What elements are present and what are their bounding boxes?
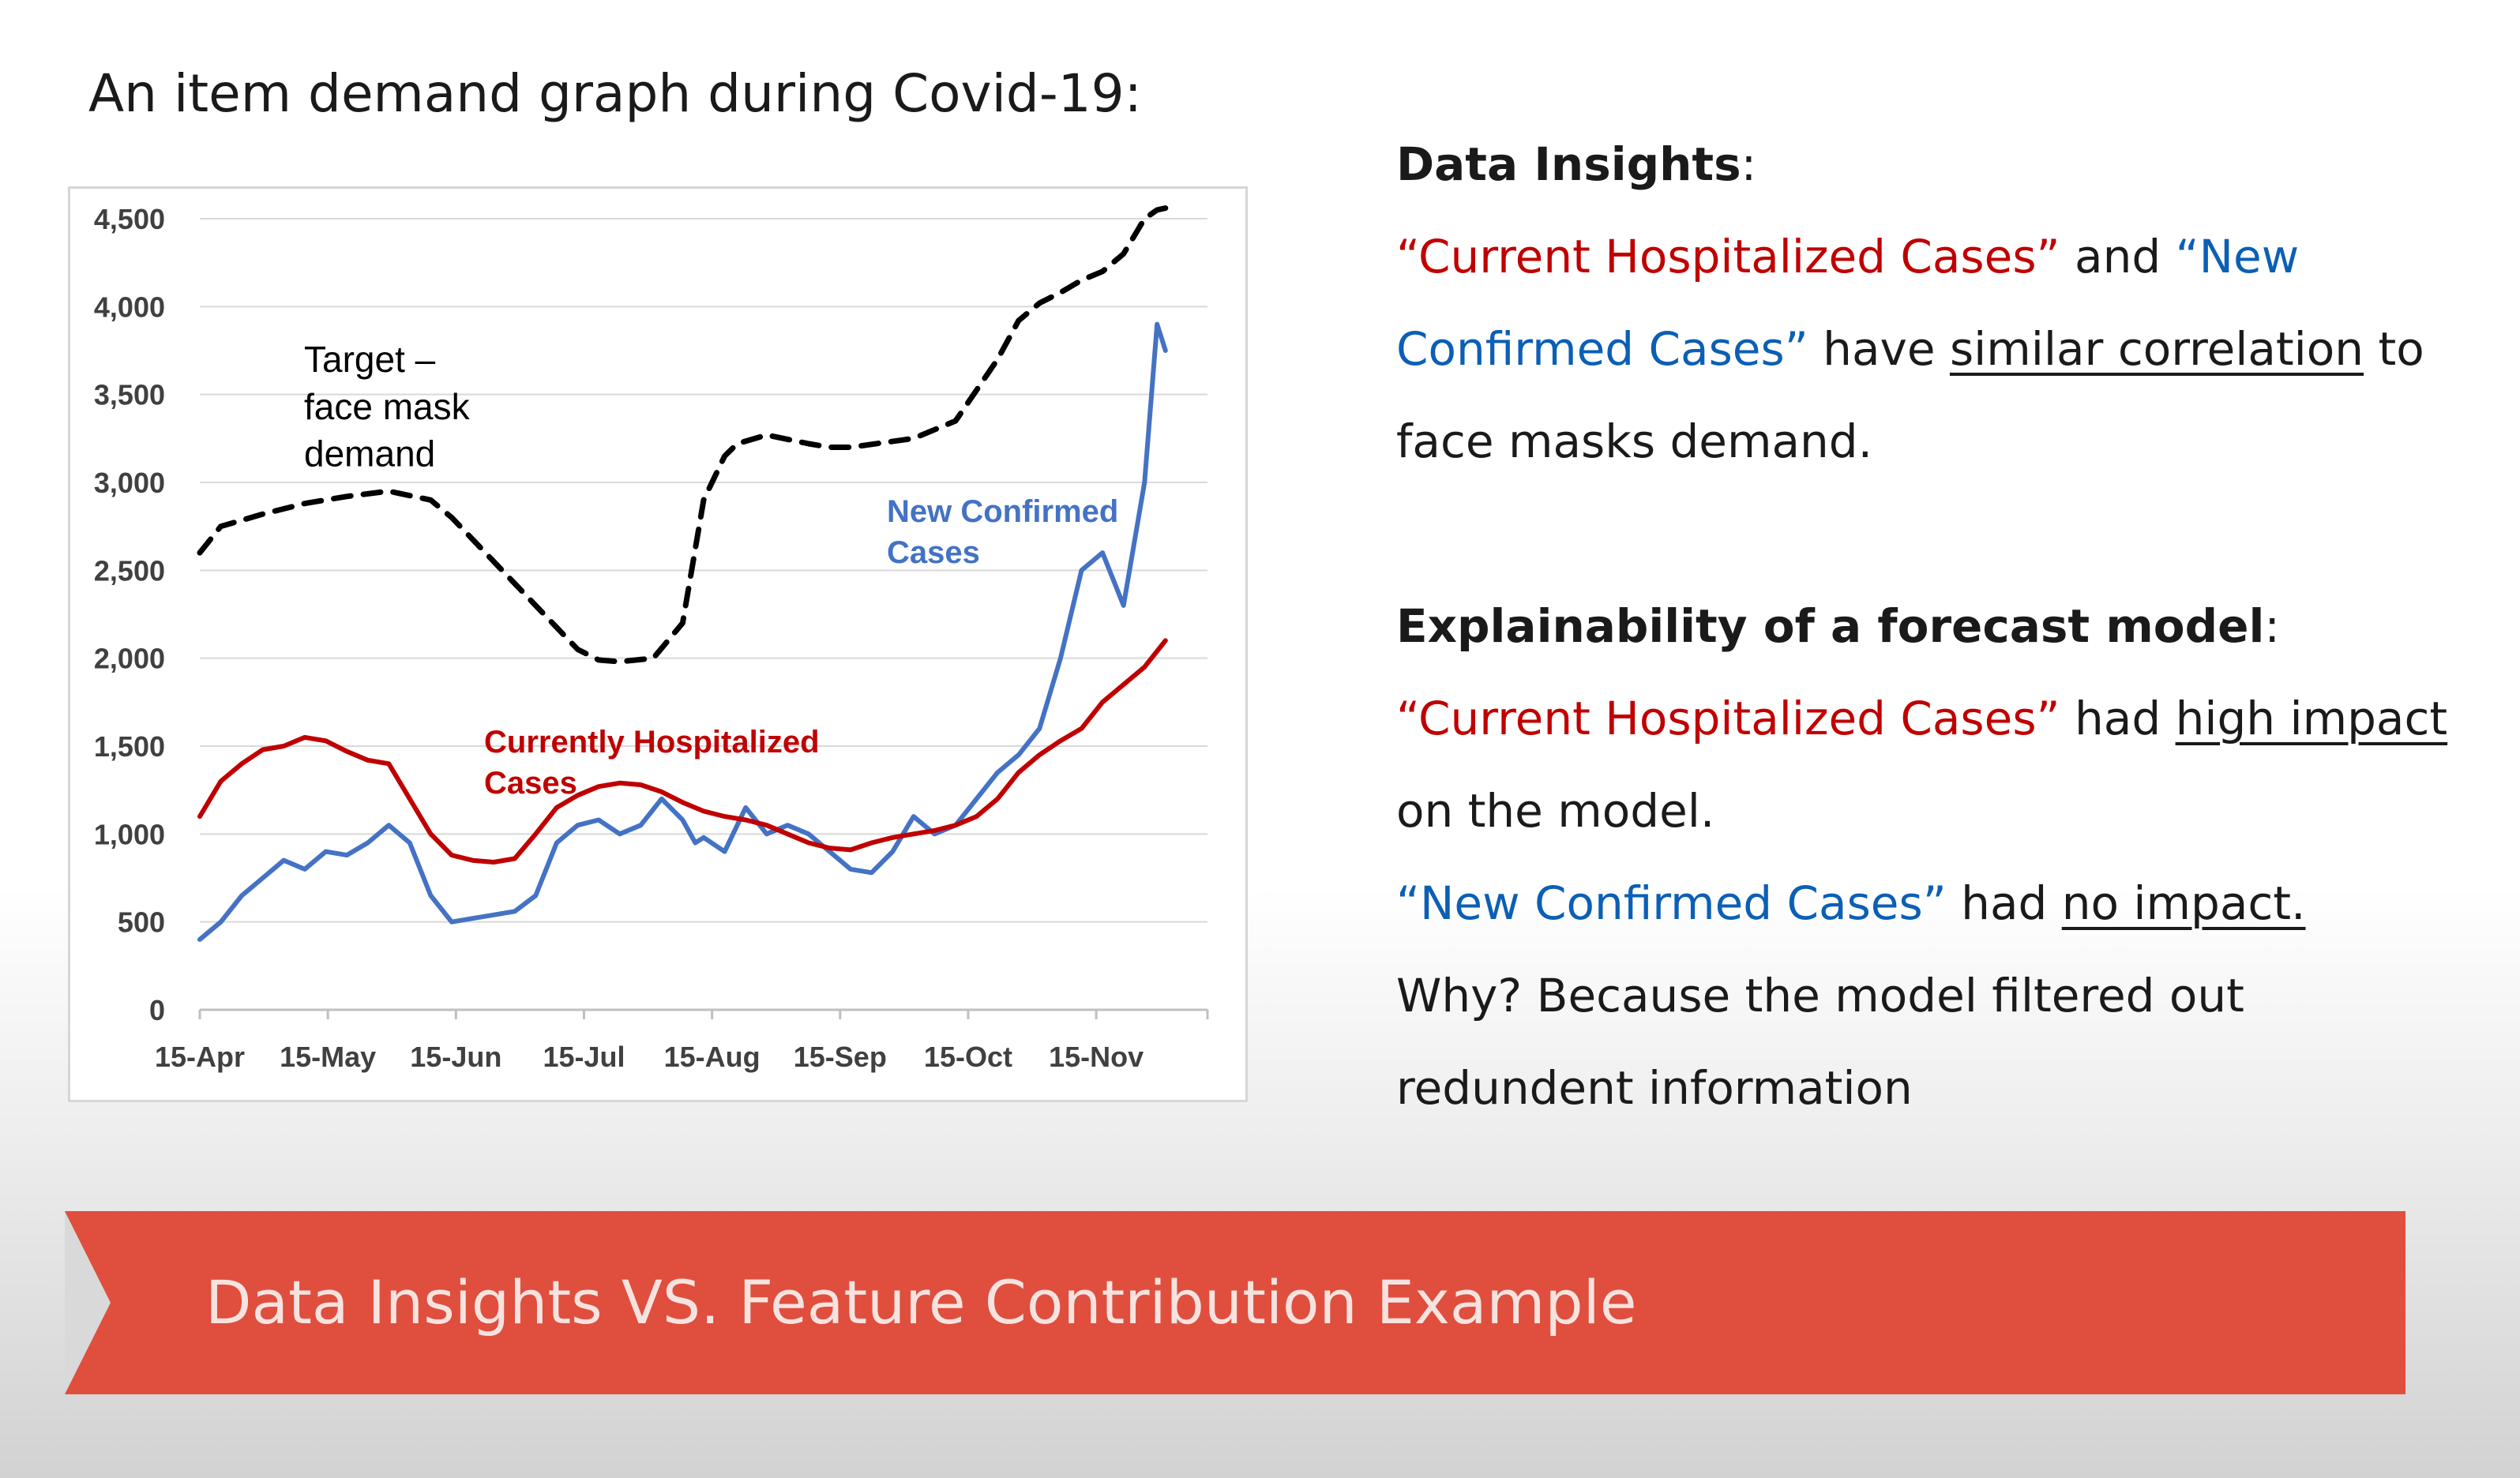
annotation-text: Cases: [484, 766, 577, 801]
annotation-hospitalized: Currently Hospitalized Cases: [484, 725, 820, 801]
insights-line-3: face masks demand.: [1396, 415, 1873, 468]
y-axis-ticks: 0 500 1,000 1,500 2,000 2,500 3,000 3,500 4,000 4…: [94, 203, 165, 1026]
hospitalized-label: “Current Hospitalized Cases”: [1396, 230, 2060, 283]
chart-svg: 0 500 1,000 1,500 2,000 2,500 3,000 3,500 4,000 4…: [94, 203, 1209, 1073]
y-tick-label: 2,500: [94, 554, 165, 587]
x-tick-label: 15-May: [280, 1041, 376, 1073]
explain-line-3: “New Confirmed Cases” had no impact.: [1396, 857, 2486, 950]
explain-line-1: “Current Hospitalized Cases” had high im…: [1396, 673, 2486, 765]
insights-line-2: Confirmed Cases” have similar correlatio…: [1396, 303, 2486, 396]
hospitalized-line: [197, 638, 1168, 865]
had-text-1: had: [2060, 692, 2176, 745]
explain-heading-line: Explainability of a forecast model:: [1396, 580, 2486, 673]
y-tick-label: 3,000: [94, 467, 165, 499]
new-confirmed-label-2: “New Confirmed Cases”: [1396, 876, 1947, 930]
y-tick-label: 0: [149, 994, 165, 1026]
insights-panel: Data Insights: “Current Hospitalized Cas…: [1396, 118, 2486, 1135]
annotation-text: demand: [304, 433, 435, 475]
insights-heading: Data Insights: [1396, 137, 1741, 191]
x-tick-label: 15-Jul: [543, 1041, 625, 1073]
banner-notch-shape: [65, 1211, 111, 1394]
annotation-text: face mask: [304, 386, 471, 427]
explain-line-2: on the model.: [1396, 784, 1715, 838]
annotation-text: Cases: [887, 535, 980, 570]
banner-title: Data Insights VS. Feature Contribution E…: [205, 1267, 1637, 1337]
insights-line-1: “Current Hospitalized Cases” and “New: [1396, 211, 2486, 303]
explain-heading: Explainability of a forecast model: [1396, 599, 2265, 653]
x-tick-label: 15-Apr: [155, 1041, 245, 1073]
y-tick-label: 4,500: [94, 203, 165, 235]
explain-line-4: Why? Because the model filtered out: [1396, 969, 2244, 1022]
x-tick-label: 15-Jun: [410, 1041, 501, 1073]
annotation-target-demand: Target – face mask demand: [304, 339, 471, 475]
and-text: and: [2060, 230, 2176, 283]
new-confirmed-label-a: “New: [2175, 230, 2300, 283]
target-demand-line: [197, 205, 1169, 665]
have-text: have: [1808, 322, 1950, 376]
annotation-text: Target –: [304, 339, 436, 380]
x-axis: 15-Apr 15-May 15-Jun 15-Jul 15-Aug 15-Sep 15-O…: [155, 1008, 1209, 1073]
chart-gridlines: [200, 218, 1207, 923]
spacer: [1396, 488, 2486, 580]
similar-correlation-text: similar correlation: [1949, 322, 2364, 376]
x-tick-label: 15-Nov: [1049, 1041, 1144, 1073]
explain-line-5: redundent information: [1396, 1061, 1913, 1115]
explain-heading-colon: :: [2264, 599, 2280, 653]
y-tick-label: 1,500: [94, 730, 165, 763]
no-impact-text: no impact.: [2061, 876, 2306, 930]
high-impact-text: high impact: [2175, 692, 2448, 745]
annotation-text: Currently Hospitalized: [484, 725, 820, 760]
hospitalized-label-2: “Current Hospitalized Cases”: [1396, 692, 2060, 745]
x-tick-label: 15-Sep: [794, 1041, 887, 1073]
y-tick-label: 3,500: [94, 379, 165, 411]
footer-banner: [65, 1211, 2405, 1394]
had-text-2: had: [1946, 876, 2062, 930]
annotation-text: New Confirmed: [887, 494, 1118, 529]
x-tick-label: 15-Oct: [924, 1041, 1012, 1073]
insights-heading-line: Data Insights:: [1396, 118, 2486, 211]
insights-heading-colon: :: [1741, 137, 1757, 191]
x-tick-label: 15-Aug: [664, 1041, 761, 1073]
y-tick-label: 4,000: [94, 291, 165, 323]
new-confirmed-label-b: Confirmed Cases”: [1396, 322, 1808, 376]
chart-series: [197, 205, 1169, 942]
annotation-new-confirmed: New Confirmed Cases: [887, 494, 1118, 570]
slide-title: An item demand graph during Covid-19:: [88, 63, 1142, 124]
to-text: to: [2364, 322, 2424, 376]
chart-annotations: Target – face mask demand New Confirmed Case…: [304, 339, 1118, 801]
y-tick-label: 1,000: [94, 818, 165, 850]
y-tick-label: 500: [118, 906, 165, 939]
y-tick-label: 2,000: [94, 643, 165, 675]
new-confirmed-line: [197, 321, 1168, 942]
demand-chart: 0 500 1,000 1,500 2,000 2,500 3,000 3,500 4,000 4…: [68, 186, 1248, 1102]
